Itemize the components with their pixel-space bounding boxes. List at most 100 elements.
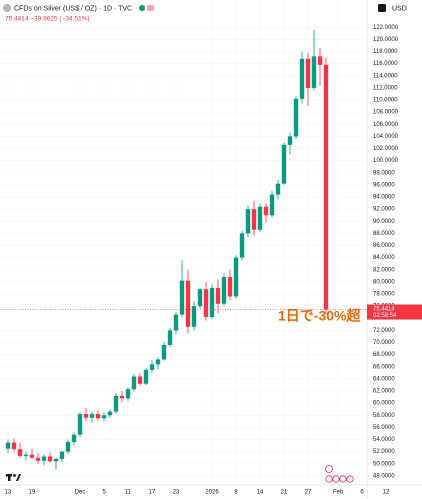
candle-body: [305, 58, 311, 88]
event-icon[interactable]: [325, 475, 333, 483]
x-tick-label: 11: [125, 490, 132, 496]
candle-body: [239, 233, 245, 258]
candle-body: [167, 330, 173, 345]
y-tick-label: 100.0000: [373, 158, 399, 164]
chart-title: CFDs on Silver (US$ / OZ) · 1D · TVC: [14, 5, 132, 12]
candle-body: [125, 389, 131, 399]
logo-part: [16, 474, 21, 481]
y-tick-label: 54.0000: [373, 437, 395, 443]
y-tick-label: 94.0000: [373, 195, 395, 201]
y-tick-label: 82.0000: [373, 267, 395, 273]
candle-body: [17, 449, 23, 456]
logo-part: [8, 474, 11, 481]
candle-body: [281, 144, 287, 184]
y-tick-label: 96.0000: [373, 182, 395, 188]
symbol-icon: [3, 4, 11, 12]
chart-subtitle: 75.4414 −39.9625 (−34.51%): [5, 16, 90, 23]
candle-body: [263, 206, 269, 216]
x-tick-label: 27: [305, 490, 312, 496]
candle-body: [161, 344, 167, 360]
event-icon[interactable]: [332, 475, 340, 483]
candle-body: [245, 209, 251, 234]
candle-body: [179, 280, 185, 315]
candle-body: [227, 277, 233, 297]
candles: [5, 29, 329, 470]
y-tick-label: 60.0000: [373, 401, 395, 407]
candle-body: [71, 434, 77, 442]
candle-body: [41, 456, 47, 461]
candle-body: [323, 64, 329, 310]
candle-body: [257, 206, 263, 230]
currency-label: USD: [392, 5, 407, 12]
y-tick-label: 110.0000: [373, 98, 398, 104]
y-tick-label: 80.0000: [373, 279, 395, 285]
x-tick-label: 14: [257, 490, 264, 496]
candle-body: [5, 442, 11, 449]
y-tick-label: 122.0000: [373, 25, 399, 31]
status-badge: [147, 5, 154, 11]
candle-body: [155, 359, 161, 365]
y-tick-label: 118.0000: [373, 49, 398, 55]
y-tick-label: 86.0000: [373, 243, 395, 249]
last-price-label: 75.4414: [373, 307, 395, 313]
candle-body: [221, 277, 227, 304]
candle-body: [101, 415, 107, 419]
candle-body: [23, 454, 29, 456]
y-tick-label: 50.0000: [373, 461, 395, 467]
y-tick-label: 104.0000: [373, 134, 399, 140]
event-icon[interactable]: [346, 475, 354, 483]
candle-body: [185, 280, 191, 327]
y-tick-label: 48.0000: [373, 473, 395, 479]
x-tick-label: 6: [360, 490, 364, 496]
event-icons: [325, 465, 354, 483]
y-tick-label: 66.0000: [373, 364, 395, 370]
y-tick-label: 120.0000: [373, 37, 399, 43]
candle-body: [203, 289, 209, 318]
candle-body: [143, 369, 149, 384]
candle-body: [137, 376, 143, 384]
candle-body: [311, 56, 317, 88]
x-tick-label: 19: [29, 490, 36, 496]
candle-body: [197, 289, 203, 307]
candle-body: [65, 441, 71, 452]
candle-body: [89, 414, 95, 418]
y-tick-label: 112.0000: [373, 85, 398, 91]
y-tick-label: 62.0000: [373, 389, 395, 395]
candle-body: [35, 457, 41, 461]
y-tick-label: 58.0000: [373, 413, 395, 419]
last-price-box: [367, 304, 422, 320]
candle-body: [59, 451, 65, 459]
y-tick-label: 56.0000: [373, 425, 395, 431]
y-tick-label: 114.0000: [373, 73, 398, 79]
candle-body: [215, 287, 221, 304]
candle-body: [53, 458, 59, 462]
y-tick-label: 72.0000: [373, 328, 395, 334]
currency-icon: [378, 4, 386, 12]
candle-body: [107, 411, 113, 416]
candle-body: [47, 456, 53, 462]
y-tick-label: 84.0000: [373, 255, 395, 261]
x-tick-label: 21: [281, 490, 288, 496]
candle-body: [299, 58, 305, 99]
annotation: 1日で-30%超: [278, 308, 361, 324]
y-tick-label: 68.0000: [373, 352, 395, 358]
event-icon[interactable]: [325, 465, 333, 473]
y-tick-label: 92.0000: [373, 207, 395, 213]
event-icon[interactable]: [339, 475, 347, 483]
candle-body: [11, 442, 17, 450]
y-tick-label: 106.0000: [373, 122, 399, 128]
grid: [0, 0, 387, 485]
tv-logo: [6, 474, 21, 481]
x-tick-label: Feb: [333, 490, 344, 496]
x-tick-label: 23: [173, 490, 180, 496]
candle-body: [77, 414, 83, 435]
x-tick-label: 2026: [205, 490, 219, 496]
y-tick-label: 88.0000: [373, 231, 395, 237]
x-tick-label: 13: [5, 490, 12, 496]
candle-body: [269, 194, 275, 216]
candle-body: [209, 287, 215, 318]
candle-body: [317, 56, 323, 65]
